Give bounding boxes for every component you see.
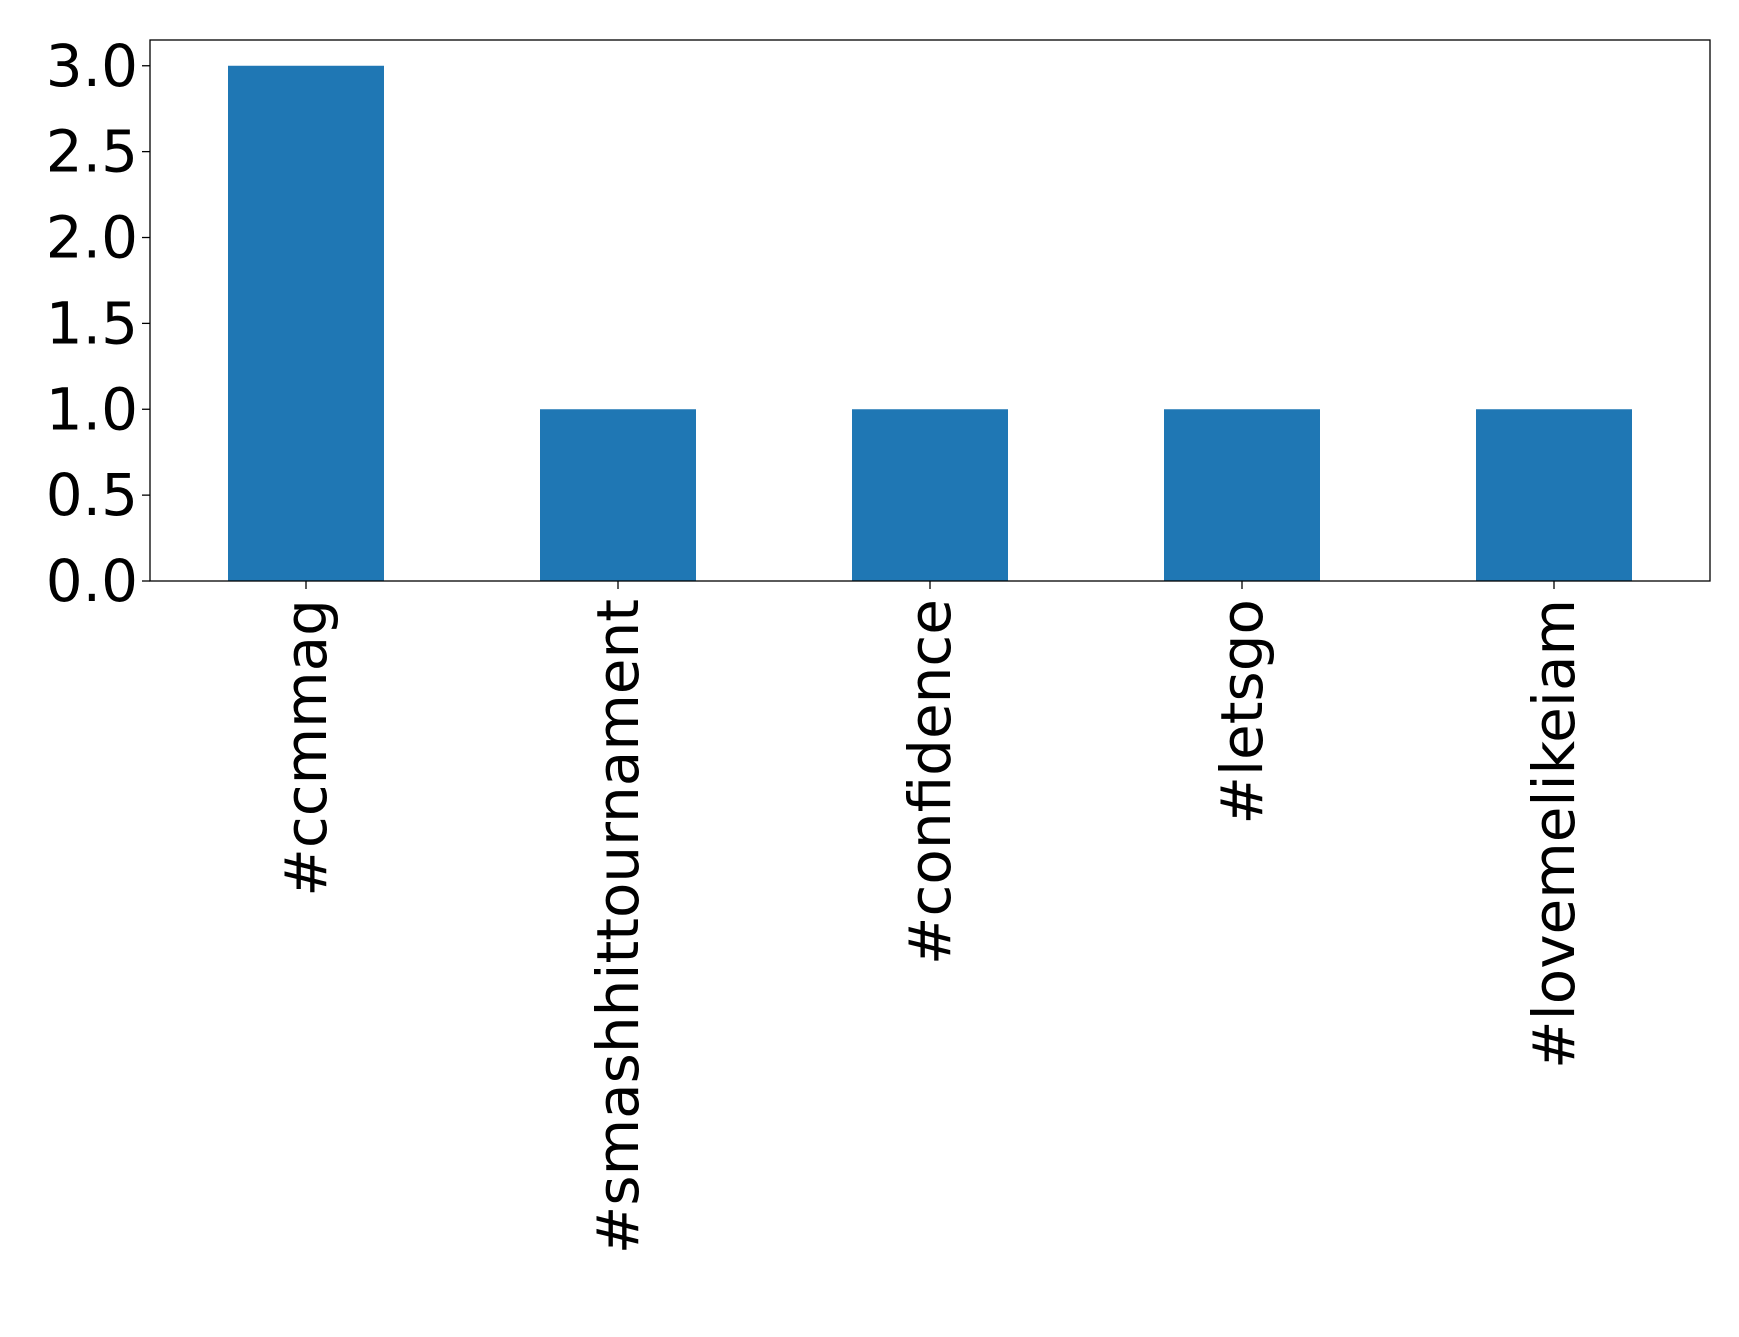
y-tick-label: 1.0: [46, 375, 138, 443]
y-tick-label: 0.0: [46, 547, 138, 615]
bar-lovemelikeiam: [1476, 409, 1632, 581]
x-tick-label: #confidence: [896, 599, 964, 965]
y-axis: 0.0 0.5 1.0 1.5 2.0 2.5 3.0: [46, 32, 150, 615]
y-tick-label: 1.5: [46, 289, 138, 357]
bar-letsgo: [1164, 409, 1320, 581]
x-tick-label: #smashhittournament: [584, 599, 652, 1254]
x-tick-label: #lovemelikeiam: [1520, 599, 1588, 1069]
x-tick-label: #letsgo: [1208, 599, 1276, 825]
bar-smashhittournament: [540, 409, 696, 581]
y-tick-label: 0.5: [46, 461, 138, 529]
y-tick-label: 2.0: [46, 204, 138, 272]
bar-ccmmag: [228, 66, 384, 581]
y-tick-label: 2.5: [46, 118, 138, 186]
y-tick-label: 3.0: [46, 32, 138, 100]
x-tick-label: #ccmmag: [272, 599, 340, 897]
bar-confidence: [852, 409, 1008, 581]
